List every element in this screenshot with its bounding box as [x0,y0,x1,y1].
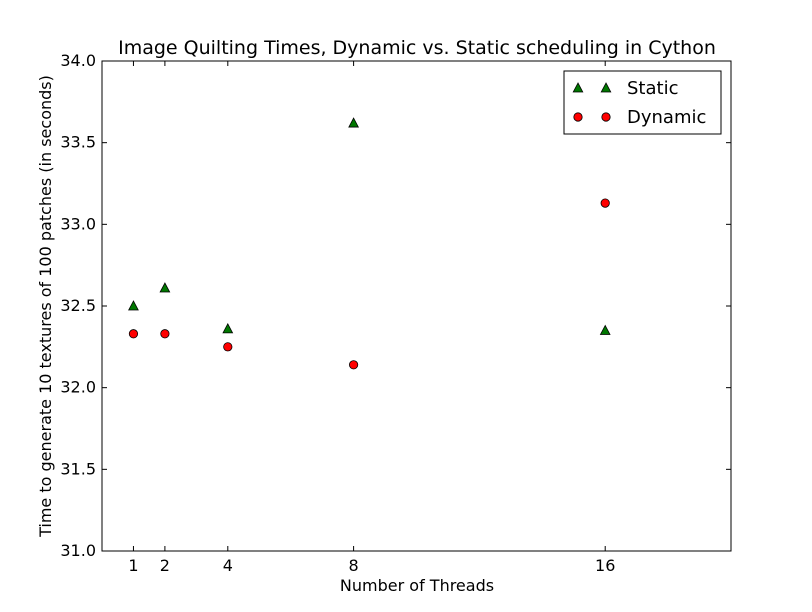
dynamic-legend-marker [573,112,583,122]
chart-title: Image Quilting Times, Dynamic vs. Static… [118,37,716,59]
static-legend-label: Static [627,78,678,99]
dynamic-data-point [128,329,139,339]
x-tick-label: 8 [349,556,359,575]
legend: Static Dynamic [563,70,722,135]
dynamic-data-point [223,342,233,352]
legend-box [563,70,722,135]
static-legend-marker [600,82,612,93]
y-tick-label: 33.0 [60,214,96,233]
y-axis-label: Time to generate 10 textures of 100 patc… [36,75,55,538]
x-tick-label: 2 [160,556,170,575]
static-data-point [348,117,360,128]
dynamic-legend-label: Dynamic [627,107,706,128]
dynamic-data-point [348,360,359,370]
dynamic-data-point [160,329,170,339]
static-data-point [128,300,139,311]
y-tick-label: 32.0 [60,378,96,397]
y-tick-label: 31.0 [60,541,96,560]
data-points [128,117,611,370]
x-axis-label: Number of Threads [340,576,494,595]
plot-area-frame [101,60,732,552]
y-tick-label: 34.0 [60,51,96,70]
dynamic-legend-marker [601,112,611,122]
static-data-point [599,324,611,335]
dynamic-data-point [600,198,610,208]
static-data-point [222,323,234,334]
static-data-point [159,282,171,293]
static-legend-marker [572,82,584,93]
x-tick-label: 1 [128,556,138,575]
x-tick-label: 16 [595,556,615,575]
y-tick-label: 32.5 [60,296,96,315]
axis-ticks: 1 2 4 8 16 31.0 31.5 32.0 32.5 33.0 33.5 34.0 [60,51,731,575]
y-tick-label: 31.5 [60,459,96,478]
y-tick-label: 33.5 [60,133,96,152]
x-tick-label: 4 [223,556,233,575]
